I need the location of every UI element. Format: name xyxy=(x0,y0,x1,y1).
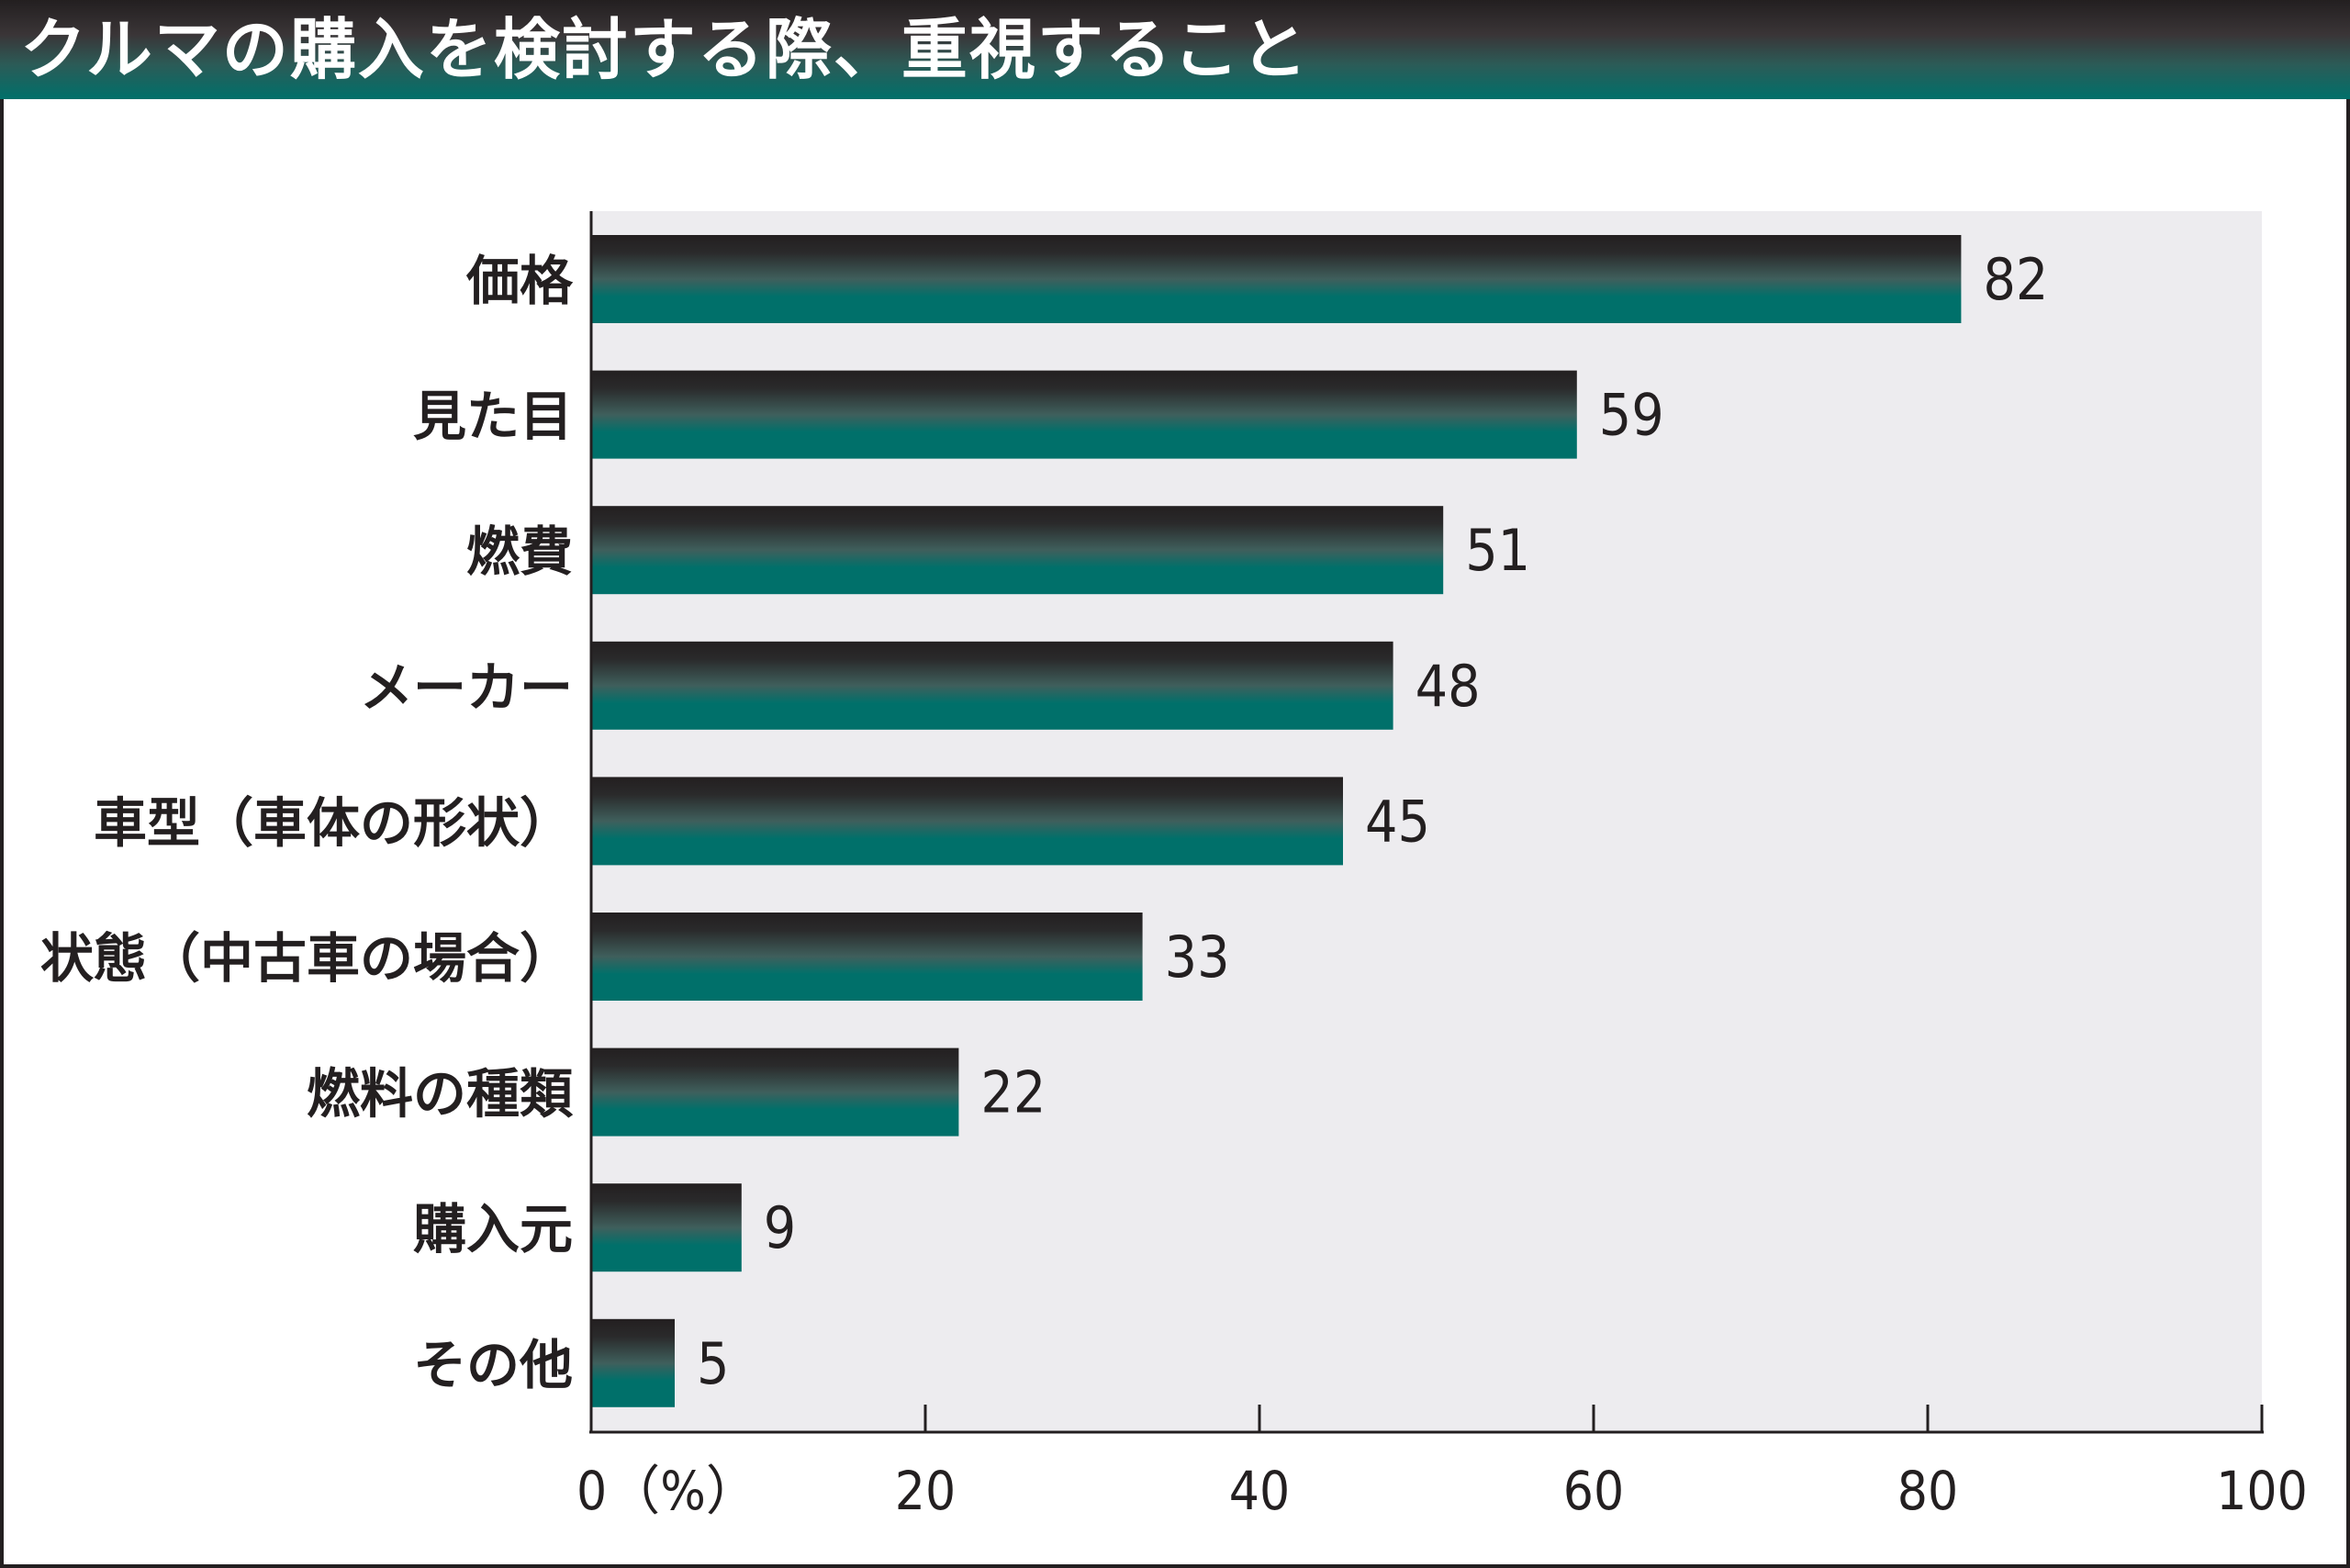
title-bar: クルマの購入を検討する際、重視すること xyxy=(0,0,2350,99)
chart-title: クルマの購入を検討する際、重視すること xyxy=(20,11,1309,88)
category-label: 購入元 xyxy=(413,1198,573,1260)
value-label: 5 xyxy=(697,1330,729,1397)
bar-6 xyxy=(591,1047,959,1137)
x-tick-label: 40 xyxy=(1229,1460,1290,1522)
value-label: 59 xyxy=(1599,382,1664,449)
bar-7 xyxy=(591,1183,742,1272)
category-label: 見た目 xyxy=(413,386,573,448)
value-label: 33 xyxy=(1165,924,1230,991)
bar-8 xyxy=(591,1318,675,1407)
category-label: 状態（中古車の場合） xyxy=(40,927,573,990)
x-tick-label: 80 xyxy=(1897,1460,1958,1522)
axis-layer: 0（%） 20 40 60 80 100 xyxy=(576,211,2308,1522)
bar-3 xyxy=(591,641,1393,730)
x-tick-label: 20 xyxy=(895,1460,956,1522)
category-label: その他 xyxy=(413,1334,573,1396)
value-label: 22 xyxy=(980,1059,1046,1126)
bars-layer xyxy=(591,235,1962,1407)
bar-1 xyxy=(591,370,1577,459)
category-label: 燃料の種類 xyxy=(307,1063,574,1126)
category-label: 燃費 xyxy=(466,521,573,583)
x-tick-label: 0（%） xyxy=(576,1460,759,1522)
x-tick-label: 60 xyxy=(1563,1460,1624,1522)
bar-2 xyxy=(591,506,1444,595)
value-label: 9 xyxy=(764,1194,796,1261)
value-label: 51 xyxy=(1465,517,1530,584)
value-label: 48 xyxy=(1416,653,1481,720)
bar-4 xyxy=(591,777,1343,866)
x-tick-label: 100 xyxy=(2216,1460,2308,1522)
category-label: 車型（車体の形状） xyxy=(94,791,573,854)
value-label: 82 xyxy=(1983,246,2048,313)
bar-5 xyxy=(591,913,1143,1001)
category-label: 価格 xyxy=(465,250,574,312)
bar-0 xyxy=(591,235,1962,323)
value-label: 45 xyxy=(1365,788,1430,855)
category-label: メーカー xyxy=(360,656,573,719)
